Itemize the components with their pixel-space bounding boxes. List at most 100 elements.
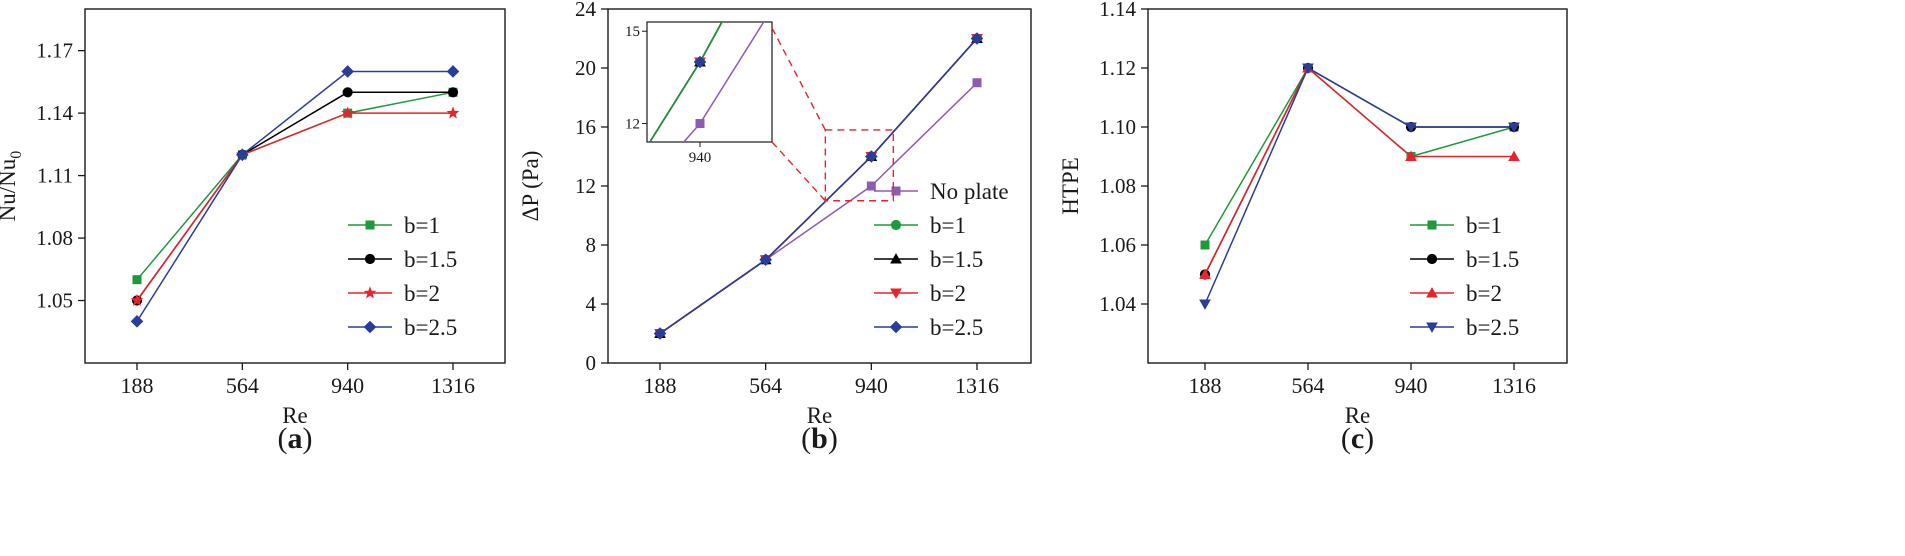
data-point-b=2-188 — [1199, 268, 1211, 279]
y-tick-label: 1.04 — [1099, 292, 1136, 316]
legend-label: No plate — [930, 179, 1009, 204]
series-line-b=2 — [136, 112, 453, 301]
legend-label: b=2.5 — [1466, 315, 1519, 340]
y-axis-label-subscript: 0 — [8, 151, 25, 159]
zoom-connector — [771, 27, 826, 131]
legend-swatch-marker — [890, 219, 902, 231]
panel-label-letter: b — [811, 422, 828, 455]
chart-panel-b: 188 564 940 1316 0 4 8 12 16 20 24 Re ΔP (Pa) (b) No p… — [518, 0, 1032, 455]
legend-label: b=2.5 — [404, 315, 457, 340]
legend: No plate b=1 b=1.5 b=2 b=2.5 — [874, 179, 1009, 340]
legend-label: b=1 — [404, 213, 440, 238]
data-point-b=1-188 — [132, 275, 142, 285]
y-tick-label: 1.12 — [1099, 56, 1136, 80]
x-tick-label: 188 — [121, 373, 154, 398]
legend-label: b=1.5 — [930, 247, 983, 272]
x-tick-label: 940 — [331, 373, 364, 398]
inset-x-tick-label: 940 — [689, 150, 712, 166]
data-point-b=2.5-940 — [1405, 122, 1417, 133]
data-point-b=2.5-940 — [865, 150, 878, 163]
legend-item: b=2.5 — [874, 315, 983, 340]
legend-item: b=2 — [1410, 281, 1502, 306]
y-axis-label-main: ΔP (Pa) — [518, 151, 543, 222]
legend-swatch-marker — [1427, 220, 1437, 230]
legend-swatch-marker — [890, 253, 902, 264]
legend-label: b=1.5 — [404, 247, 457, 272]
x-axis-label: Re — [807, 403, 833, 428]
legend-swatch-marker — [1426, 253, 1438, 265]
legend-item: b=2 — [874, 281, 966, 306]
y-tick-label: 24 — [575, 0, 597, 21]
y-tick-label: 4 — [586, 292, 597, 316]
legend-label: b=2 — [404, 281, 440, 306]
panel-label-letter: a — [288, 422, 303, 455]
y-tick-label: 1.05 — [36, 289, 73, 313]
y-tick-label: 0 — [586, 351, 597, 375]
legend-swatch-marker — [1426, 287, 1438, 298]
y-tick-label: 1.14 — [36, 101, 73, 125]
legend-swatch-marker — [364, 253, 376, 265]
panel-label-letter: c — [1351, 422, 1364, 455]
inset-zoom: 12 15 940 — [625, 21, 895, 202]
y-tick-label: 16 — [575, 115, 596, 139]
inset-y-tick-label: 15 — [625, 24, 640, 40]
data-point-b=1.5-940 — [342, 87, 353, 98]
legend-swatch-marker — [365, 220, 375, 230]
x-tick-label: 564 — [1292, 373, 1325, 398]
series-line-b=2.5 — [1204, 66, 1514, 305]
data-point-b=2.5-564 — [1302, 63, 1314, 74]
zoom-connector — [771, 141, 826, 202]
legend-swatch-marker — [363, 286, 377, 299]
plot-frame — [84, 8, 506, 364]
data-point-No plate-940 — [866, 181, 876, 191]
data-point-b=2-188 — [130, 293, 144, 306]
y-tick-label: 1.06 — [1099, 233, 1136, 257]
legend-item: b=1.5 — [1410, 247, 1519, 272]
chart-panel-a: 188 564 940 1316 1.05 1.08 1.11 1.14 1.17 Re Nu/Nu… — [0, 8, 506, 455]
inset-frame — [646, 21, 773, 143]
y-tick-label: 8 — [586, 233, 597, 257]
panel-label: (b) — [801, 422, 838, 455]
y-axis-label: ΔP (Pa) — [518, 151, 543, 222]
legend-item: b=1.5 — [874, 247, 983, 272]
legend-label: b=1.5 — [1466, 247, 1519, 272]
x-axis-label: Re — [1345, 403, 1371, 428]
data-point-b=2.5-564 — [759, 253, 772, 267]
y-tick-label: 20 — [575, 56, 596, 80]
data-point-No plate-1316 — [972, 78, 982, 88]
y-axis-label-main: HTPE — [1058, 157, 1083, 215]
data-point-b=2-940 — [1405, 150, 1417, 161]
series-line-b=1.5 — [1204, 66, 1514, 275]
x-tick-label: 564 — [226, 373, 259, 398]
x-tick-label: 188 — [1189, 373, 1222, 398]
legend-swatch-marker — [363, 320, 377, 334]
x-tick-label: 1316 — [1492, 373, 1536, 398]
legend-label: b=2 — [1466, 281, 1502, 306]
x-tick-label: 188 — [644, 373, 677, 398]
series-line-b=2 — [1204, 66, 1514, 275]
legend-label: b=1 — [1466, 213, 1502, 238]
legend-label: b=2.5 — [930, 315, 983, 340]
legend-item: b=1 — [874, 213, 966, 238]
legend-item: b=1 — [1410, 213, 1502, 238]
legend-item: b=2.5 — [348, 315, 457, 340]
x-tick-label: 1316 — [431, 373, 475, 398]
legend-item: b=1 — [348, 213, 440, 238]
legend-label: b=1 — [930, 213, 966, 238]
y-tick-label: 1.14 — [1099, 0, 1136, 21]
legend-swatch-marker — [889, 320, 903, 334]
series-line-b=2.5 — [136, 70, 453, 322]
data-point-b=2.5-188 — [653, 327, 667, 340]
inset-point-b=2.5 — [693, 55, 707, 69]
x-tick-label: 940 — [1395, 373, 1428, 398]
y-tick-label: 1.17 — [36, 39, 73, 63]
legend-label: b=2 — [930, 281, 966, 306]
data-point-b=2-940 — [341, 106, 355, 119]
data-point-b=2.5-940 — [341, 65, 354, 78]
data-point-b=2.5-564 — [236, 148, 249, 162]
legend-item: b=2 — [348, 281, 440, 306]
data-point-b=2.5-1316 — [1508, 122, 1520, 133]
legend-item: b=1.5 — [348, 247, 457, 272]
data-point-b=2-1316 — [1508, 150, 1520, 161]
